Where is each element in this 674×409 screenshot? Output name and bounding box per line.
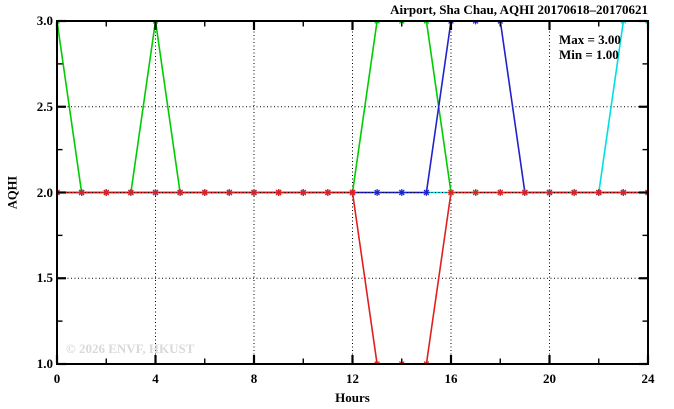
plot-frame	[56, 20, 649, 365]
series-red-markers	[57, 189, 648, 364]
y-tick-label: 1.5	[36, 270, 53, 286]
legend-min: Min = 1.00	[559, 47, 619, 62]
x-axis-label: Hours	[335, 390, 370, 405]
x-tick-label: 24	[641, 371, 655, 386]
watermark: © 2026 ENVF, HKUST	[66, 341, 195, 356]
x-tick-label: 12	[346, 371, 359, 386]
y-tick-label: 1.0	[36, 356, 53, 371]
series-red	[57, 191, 648, 364]
x-tick-label: 0	[53, 371, 61, 386]
y-tick-label: 2.0	[36, 184, 53, 200]
chart-title: Airport, Sha Chau, AQHI 20170618–2017062…	[390, 2, 648, 17]
x-tick-label: 16	[444, 371, 458, 386]
x-tick-label: 8	[250, 371, 258, 386]
y-tick-label: 3.0	[36, 13, 53, 28]
y-tick-label: 2.5	[36, 98, 53, 114]
x-tick-label: 4	[152, 371, 159, 386]
legend: Max = 3.00 Min = 1.00	[559, 32, 621, 62]
x-tick-label: 20	[543, 371, 556, 386]
legend-max: Max = 3.00	[559, 32, 621, 47]
